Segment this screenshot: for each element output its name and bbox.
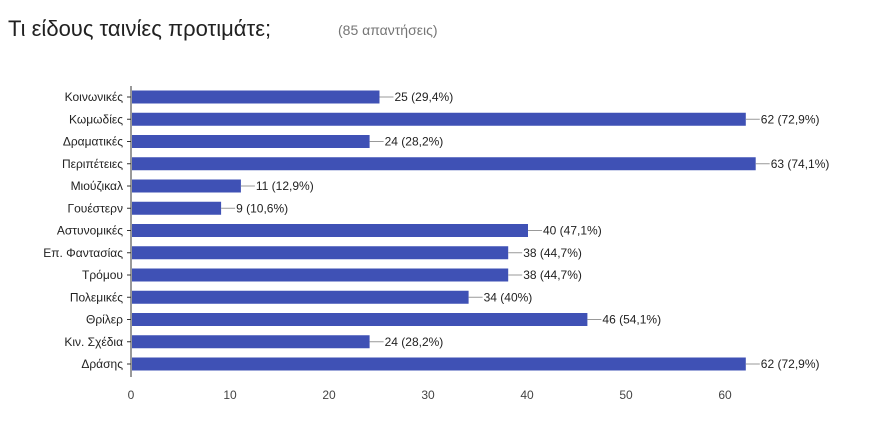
category-label: Κοινωνικές	[65, 90, 124, 104]
bar	[132, 157, 756, 171]
category-label: Δράσης	[81, 357, 123, 371]
category-label: Πολεμικές	[70, 290, 123, 304]
bar	[132, 224, 528, 237]
category-label: Τρόμου	[82, 268, 123, 282]
category-label: Περιπέτειες	[62, 157, 123, 171]
category-label: Θρίλερ	[86, 313, 123, 327]
data-label: 38 (44,7%)	[523, 268, 582, 282]
bar	[132, 112, 746, 126]
data-label: 34 (40%)	[484, 290, 533, 304]
data-label: 63 (74,1%)	[771, 157, 830, 171]
category-label: Αστυνομικές	[57, 224, 123, 238]
bar	[132, 179, 241, 193]
category-label: Επ. Φαντασίας	[43, 246, 123, 260]
response-count: (85 απαντήσεις)	[338, 22, 438, 38]
category-label: Γουέστερν	[67, 201, 123, 215]
data-label: 40 (47,1%)	[543, 224, 602, 238]
data-label: 24 (28,2%)	[385, 335, 444, 349]
data-label: 62 (72,9%)	[761, 357, 820, 371]
category-label: Κιν. Σχέδια	[64, 335, 123, 349]
bar	[132, 201, 222, 215]
x-tick-label: 0	[128, 388, 135, 402]
bar	[132, 313, 588, 326]
bar	[132, 357, 746, 371]
bar	[132, 135, 370, 148]
bar	[132, 335, 370, 349]
bar	[132, 246, 509, 260]
data-label: 62 (72,9%)	[761, 112, 820, 126]
data-label: 24 (28,2%)	[385, 135, 444, 149]
bar	[132, 90, 380, 104]
data-label: 9 (10,6%)	[236, 201, 288, 215]
data-label: 46 (54,1%)	[602, 313, 661, 327]
data-label: 11 (12,9%)	[256, 179, 314, 193]
x-tick-label: 10	[223, 388, 237, 402]
data-label: 25 (29,4%)	[395, 90, 454, 104]
x-tick-label: 20	[322, 388, 336, 402]
x-tick-label: 40	[520, 388, 534, 402]
category-label: Κωμωδίες	[69, 112, 123, 126]
bar	[132, 268, 509, 282]
chart-title: Τι είδους ταινίες προτιμάτε;	[8, 16, 272, 41]
x-tick-label: 60	[718, 388, 732, 402]
bar	[132, 290, 469, 304]
category-label: Μιούζικαλ	[71, 179, 123, 193]
x-tick-label: 50	[619, 388, 633, 402]
data-label: 38 (44,7%)	[523, 246, 582, 260]
category-label: Δραματικές	[63, 135, 123, 149]
x-tick-label: 30	[421, 388, 435, 402]
